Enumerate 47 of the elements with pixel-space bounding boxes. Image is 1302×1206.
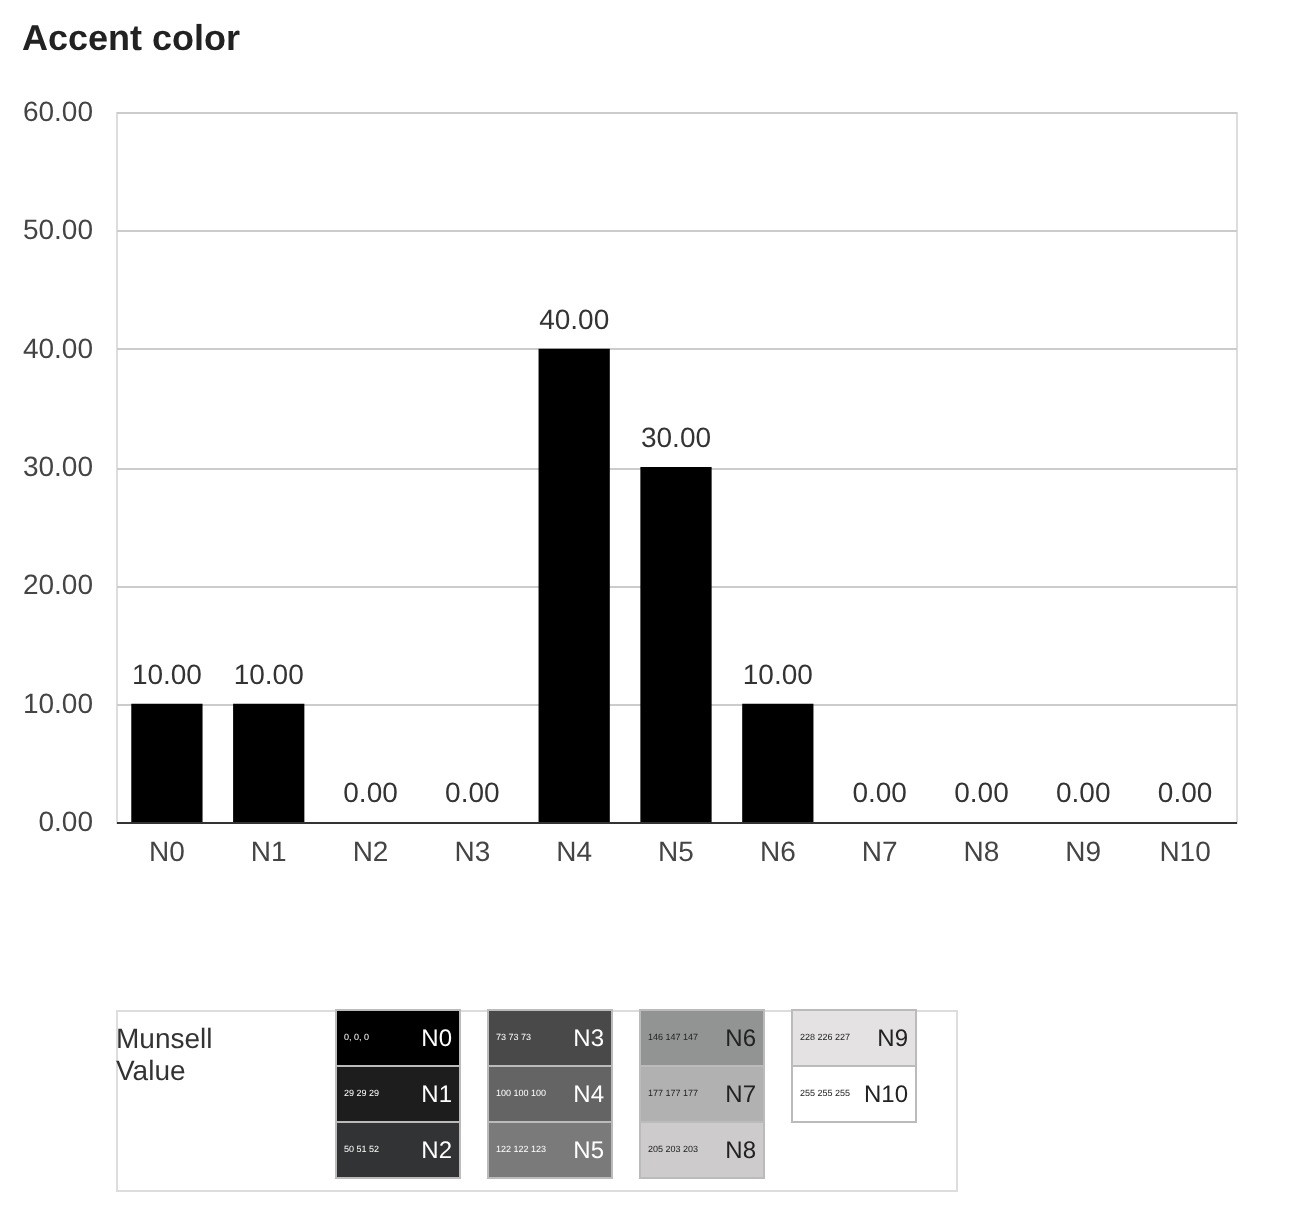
data-label: 0.00	[1056, 776, 1111, 808]
data-label: 0.00	[852, 776, 908, 808]
category-label: N2	[421, 1136, 453, 1164]
y-tick-label: 10.00	[22, 686, 94, 719]
x-tick-label: N6	[759, 835, 797, 867]
data-label: 30.00	[640, 421, 712, 453]
data-label: 10.00	[742, 657, 814, 690]
x-tick-label: N8	[963, 835, 1000, 867]
x-tick-label: N5	[658, 835, 695, 867]
data-label: 0.00	[954, 776, 1010, 808]
y-tick-label: 20.00	[22, 568, 94, 601]
category-label: N3	[573, 1024, 605, 1052]
bar	[538, 348, 610, 822]
category-label: N8	[725, 1136, 757, 1164]
y-tick-label: 50.00	[22, 213, 94, 246]
y-tick-label: 60.00	[22, 95, 94, 127]
category-label: N1	[421, 1080, 453, 1108]
data-label: 0.00	[445, 776, 501, 808]
data-label: 10.00	[233, 657, 305, 690]
text: Munsell Value	[116, 1022, 213, 1086]
bar	[742, 703, 814, 822]
category-label: N4	[573, 1080, 605, 1108]
chart-title: Accent color	[21, 18, 240, 58]
category-label: N5	[573, 1136, 605, 1164]
data-label: 0.00	[1157, 776, 1213, 808]
data-label: 10.00	[131, 657, 203, 690]
x-tick-label: N2	[352, 835, 389, 867]
category-label: N10	[863, 1080, 909, 1108]
bar	[640, 467, 712, 822]
data-label: 0.00	[343, 776, 399, 808]
y-tick-label: 0.00	[38, 805, 94, 837]
x-tick-label: N1	[250, 835, 288, 867]
x-tick-label: N0	[149, 835, 186, 867]
x-tick-label: N9	[1065, 835, 1102, 867]
bar	[233, 703, 305, 822]
y-tick-label: 30.00	[22, 450, 94, 482]
x-tick-label: N10	[1159, 835, 1212, 867]
category-label: N6	[725, 1024, 757, 1052]
bar	[131, 703, 203, 822]
category-label: N9	[877, 1024, 909, 1052]
category-label: N0	[421, 1024, 453, 1052]
category-label: N7	[725, 1080, 757, 1108]
x-tick-label: N3	[454, 835, 491, 867]
y-tick-label: 40.00	[22, 331, 94, 364]
x-tick-label: N4	[556, 835, 593, 867]
data-label: 40.00	[539, 302, 610, 335]
x-tick-label: N7	[861, 835, 898, 867]
